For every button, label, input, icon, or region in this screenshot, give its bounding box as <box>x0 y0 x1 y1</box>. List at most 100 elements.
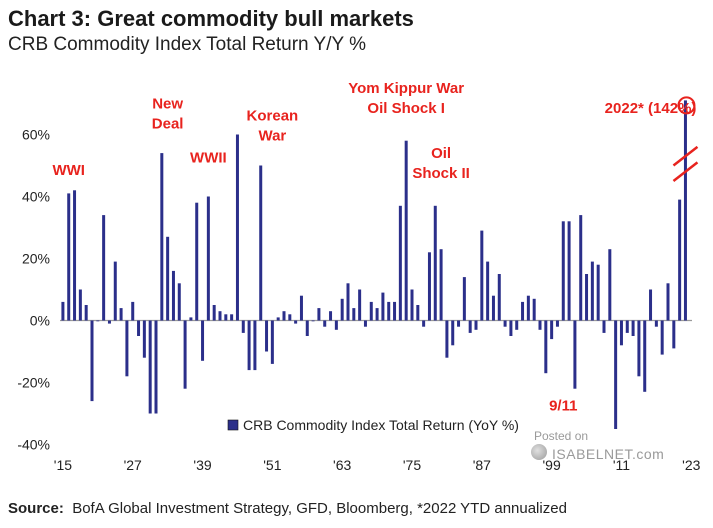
annotation-label: Korean <box>247 108 299 125</box>
bar-2004 <box>579 215 583 321</box>
highlight-circle <box>677 96 696 115</box>
chart-title: Chart 3: Great commodity bull markets <box>8 6 414 31</box>
watermark-site: ISABELNET.com <box>552 446 665 462</box>
bar-1976 <box>416 305 420 321</box>
bar-2006 <box>590 261 594 321</box>
y-tick-label: 20% <box>22 251 50 267</box>
bar-1954 <box>288 314 292 321</box>
y-tick-label: 40% <box>22 189 50 205</box>
bar-1984 <box>462 277 466 321</box>
annotation-label: WWI <box>52 162 84 179</box>
bar-1953 <box>282 311 286 321</box>
bar-1916 <box>67 193 71 321</box>
bar-2019 <box>666 283 670 321</box>
bar-2018 <box>660 320 664 355</box>
bar-2021 <box>678 199 682 321</box>
bar-1979 <box>433 205 437 321</box>
bar-1968 <box>369 301 373 321</box>
legend-label: CRB Commodity Index Total Return (YoY %) <box>243 417 519 433</box>
y-tick-label: 60% <box>22 127 50 143</box>
bar-2022 <box>683 100 687 321</box>
bar-2015 <box>643 320 647 392</box>
bar-1938 <box>195 202 199 321</box>
bar-1923 <box>107 320 111 324</box>
bar-1952 <box>276 317 280 321</box>
bar-1949 <box>259 165 263 321</box>
bar-1959 <box>317 308 321 321</box>
bar-1951 <box>270 320 274 364</box>
bar-1977 <box>422 320 426 327</box>
isabelnet-logo-icon <box>531 444 547 460</box>
bar-1960 <box>323 320 327 327</box>
bar-1958 <box>311 320 315 322</box>
bar-1970 <box>381 292 385 321</box>
bar-1964 <box>346 283 350 321</box>
legend-swatch <box>227 419 239 431</box>
bar-1922 <box>102 215 106 321</box>
bar-1919 <box>84 305 88 321</box>
bar-1975 <box>410 289 414 321</box>
bar-1948 <box>253 320 257 371</box>
axis-break-mark <box>672 161 699 182</box>
x-tick-label: '51 <box>263 457 281 473</box>
bar-1947 <box>247 320 251 371</box>
annotation-label: Oil Shock I <box>367 100 445 117</box>
annotation-label: War <box>258 128 286 145</box>
bar-1929 <box>142 320 146 358</box>
bar-1945 <box>235 134 239 321</box>
bar-1956 <box>299 295 303 321</box>
bar-1940 <box>206 196 210 321</box>
source-note: Source: BofA Global Investment Strategy,… <box>8 500 567 517</box>
y-tick-label: -40% <box>17 437 50 453</box>
bar-1972 <box>393 301 397 321</box>
bar-2017 <box>654 320 658 327</box>
annotation-label: Yom Kippur War <box>348 80 464 97</box>
bar-1917 <box>73 190 77 321</box>
bar-1937 <box>189 317 193 321</box>
bar-1944 <box>230 314 234 321</box>
x-tick-label: '99 <box>543 457 561 473</box>
bar-1920 <box>90 320 94 402</box>
x-tick-label: '75 <box>403 457 421 473</box>
bar-2002 <box>567 221 571 321</box>
bar-1961 <box>329 311 333 321</box>
bar-1973 <box>398 205 402 321</box>
bar-1990 <box>497 274 501 321</box>
bar-1965 <box>352 308 356 321</box>
bar-1925 <box>119 308 123 321</box>
bar-1921 <box>96 320 100 322</box>
bar-2012 <box>625 320 629 333</box>
bar-1987 <box>480 230 484 321</box>
bar-1999 <box>550 320 554 340</box>
bar-1982 <box>451 320 455 346</box>
bar-1994 <box>521 301 525 321</box>
bar-1978 <box>427 252 431 321</box>
bar-1983 <box>457 320 461 327</box>
x-tick-label: '27 <box>124 457 142 473</box>
annotation-label: WWII <box>190 149 227 166</box>
bar-1942 <box>218 311 222 321</box>
annotation-label: New <box>152 95 183 112</box>
bar-1988 <box>486 261 490 321</box>
chart-subtitle: CRB Commodity Index Total Return Y/Y % <box>8 34 366 55</box>
y-tick-label: 0% <box>30 313 50 329</box>
bar-1963 <box>340 298 344 321</box>
bar-1962 <box>334 320 338 330</box>
bar-2020 <box>672 320 676 349</box>
bar-2001 <box>561 221 565 321</box>
bar-1986 <box>474 320 478 330</box>
bar-1991 <box>503 320 507 327</box>
bar-1928 <box>137 320 141 336</box>
bar-1924 <box>113 261 117 321</box>
bar-1934 <box>171 270 175 321</box>
bar-2000 <box>555 320 559 327</box>
bar-1967 <box>363 320 367 327</box>
annotation-label: 2022* (142%) <box>605 100 697 117</box>
bar-1950 <box>265 320 269 352</box>
axis-break-mark <box>672 145 699 167</box>
bar-2008 <box>602 320 606 333</box>
bar-1995 <box>526 295 530 321</box>
bar-1931 <box>154 320 158 414</box>
bar-2003 <box>573 320 577 389</box>
